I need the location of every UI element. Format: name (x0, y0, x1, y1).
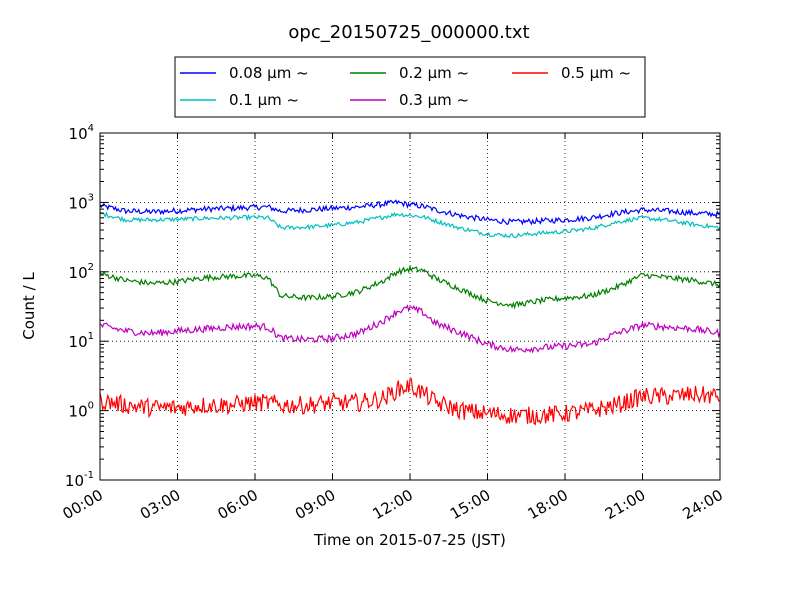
series-lines (99, 199, 721, 426)
series-line-0 (99, 199, 721, 226)
y-axis-label: Count / L (20, 272, 38, 340)
y-tick-labels: 10-1 100 101 102 103 104 (65, 123, 94, 490)
legend-label: 0.3 μm ~ (399, 91, 469, 109)
y-tick-label: 103 (69, 192, 94, 212)
y-tick-label: 101 (69, 331, 94, 351)
series-line-2 (99, 264, 721, 310)
legend-label: 0.2 μm ~ (399, 64, 469, 82)
axis-ticks (99, 132, 721, 481)
legend-label: 0.1 μm ~ (229, 91, 299, 109)
chart-title: opc_20150725_000000.txt (288, 22, 529, 43)
grid-lines (100, 133, 720, 480)
legend-label: 0.5 μm ~ (561, 64, 631, 82)
x-axis-label: Time on 2015-07-25 (JST) (313, 531, 506, 549)
y-tick-label: 100 (69, 401, 94, 421)
legend-box (174, 56, 646, 118)
legend-label: 0.08 μm ~ (229, 64, 309, 82)
series-line-1 (99, 211, 721, 239)
y-tick-label: 10-1 (65, 470, 94, 490)
legend: 0.08 μm ~ 0.1 μm ~ 0.2 μm ~ 0.3 μm ~ 0.5 μm … (174, 56, 646, 118)
y-tick-label: 104 (69, 123, 94, 143)
series-line-3 (99, 304, 721, 354)
series-line-4 (99, 377, 721, 426)
y-tick-label: 102 (69, 262, 94, 282)
